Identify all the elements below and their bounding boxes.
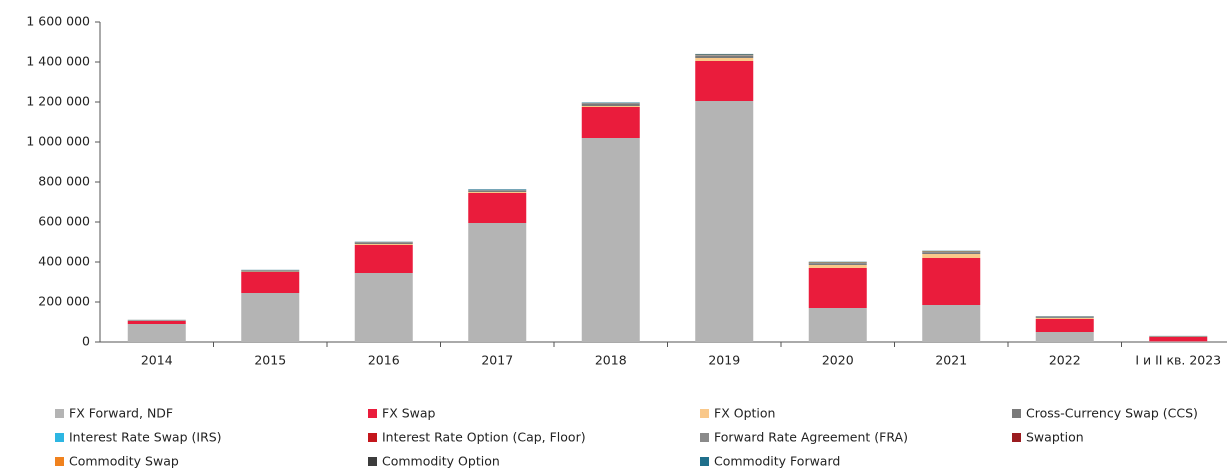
bar-segment xyxy=(1035,318,1094,319)
x-tick-label: 2018 xyxy=(595,353,627,368)
y-tick-label: 1 000 000 xyxy=(26,134,90,149)
bar-segment xyxy=(241,270,300,272)
bar-segment xyxy=(468,223,527,342)
y-tick-label: 0 xyxy=(82,334,90,349)
bar-segment xyxy=(354,273,413,342)
x-tick-label: 2015 xyxy=(254,353,286,368)
bar-segment xyxy=(922,254,981,258)
legend-label: Commodity Forward xyxy=(714,454,840,469)
bar-segment xyxy=(127,320,186,321)
bar-segment xyxy=(468,189,527,190)
bar-segment xyxy=(695,58,754,61)
x-tick-label: 2016 xyxy=(368,353,400,368)
bar-segment xyxy=(354,245,413,273)
y-tick-label: 1 400 000 xyxy=(26,54,90,69)
bar-segment xyxy=(808,268,867,308)
bar-segment xyxy=(581,102,640,104)
y-tick-label: 1 200 000 xyxy=(26,94,90,109)
bar-segment xyxy=(695,53,754,55)
bar-segment xyxy=(695,55,754,58)
bar-segment xyxy=(127,324,186,342)
bar-segment xyxy=(1149,337,1208,342)
bar-segment xyxy=(127,321,186,324)
bar-segment xyxy=(468,191,527,192)
x-tick-label: I и II кв. 2023 xyxy=(1135,353,1221,368)
legend-label: Commodity Option xyxy=(382,454,500,469)
bar-segment xyxy=(695,61,754,101)
bar-segment xyxy=(1035,319,1094,332)
bar-segment xyxy=(581,107,640,138)
x-tick-label: 2020 xyxy=(822,353,854,368)
bar-segment xyxy=(922,250,981,252)
legend-label: Interest Rate Option (Cap, Floor) xyxy=(382,430,586,445)
bar-segment xyxy=(354,244,413,245)
legend-swatch xyxy=(55,457,64,466)
legend-label: FX Forward, NDF xyxy=(69,406,173,421)
bar-segment xyxy=(1149,341,1208,342)
x-tick-label: 2021 xyxy=(935,353,967,368)
legend-swatch xyxy=(1012,409,1021,418)
y-tick-label: 1 600 000 xyxy=(26,14,90,29)
bar-segment xyxy=(1035,317,1094,318)
bar-segment xyxy=(922,252,981,254)
x-tick-label: 2014 xyxy=(141,353,173,368)
legend-swatch xyxy=(700,457,709,466)
bar-segment xyxy=(241,293,300,342)
bar-segment xyxy=(354,243,413,244)
bar-segment xyxy=(468,193,527,223)
x-tick-label: 2022 xyxy=(1049,353,1081,368)
y-tick-label: 600 000 xyxy=(38,214,90,229)
bar-segment xyxy=(922,305,981,342)
bar-segment xyxy=(695,101,754,342)
x-tick-label: 2019 xyxy=(708,353,740,368)
bar-segment xyxy=(581,106,640,107)
x-tick-label: 2017 xyxy=(481,353,513,368)
legend-label: Cross-Currency Swap (CCS) xyxy=(1026,406,1198,421)
legend-label: Forward Rate Agreement (FRA) xyxy=(714,430,908,445)
legend-label: FX Option xyxy=(714,406,775,421)
legend-swatch xyxy=(368,409,377,418)
legend-swatch xyxy=(1012,433,1021,442)
bar-segment xyxy=(581,138,640,342)
legend-label: Swaption xyxy=(1026,430,1084,445)
y-tick-label: 800 000 xyxy=(38,174,90,189)
bar-segment xyxy=(922,258,981,305)
legend-swatch xyxy=(55,433,64,442)
bar-segment xyxy=(241,272,300,293)
bar-segment xyxy=(1149,336,1208,337)
bar-segment xyxy=(581,104,640,106)
legend-swatch xyxy=(700,409,709,418)
legend-label: Interest Rate Swap (IRS) xyxy=(69,430,222,445)
bar-segment xyxy=(468,192,527,193)
bar-segment xyxy=(1035,332,1094,342)
y-tick-label: 200 000 xyxy=(38,294,90,309)
bar-segment xyxy=(808,263,867,265)
bar-segment xyxy=(808,261,867,263)
legend-label: Commodity Swap xyxy=(69,454,179,469)
bar-segment xyxy=(808,265,867,268)
bar-segment xyxy=(808,308,867,342)
legend-swatch xyxy=(368,433,377,442)
legend-swatch xyxy=(700,433,709,442)
y-tick-label: 400 000 xyxy=(38,254,90,269)
legend-swatch xyxy=(368,457,377,466)
legend-label: FX Swap xyxy=(382,406,436,421)
legend-swatch xyxy=(55,409,64,418)
